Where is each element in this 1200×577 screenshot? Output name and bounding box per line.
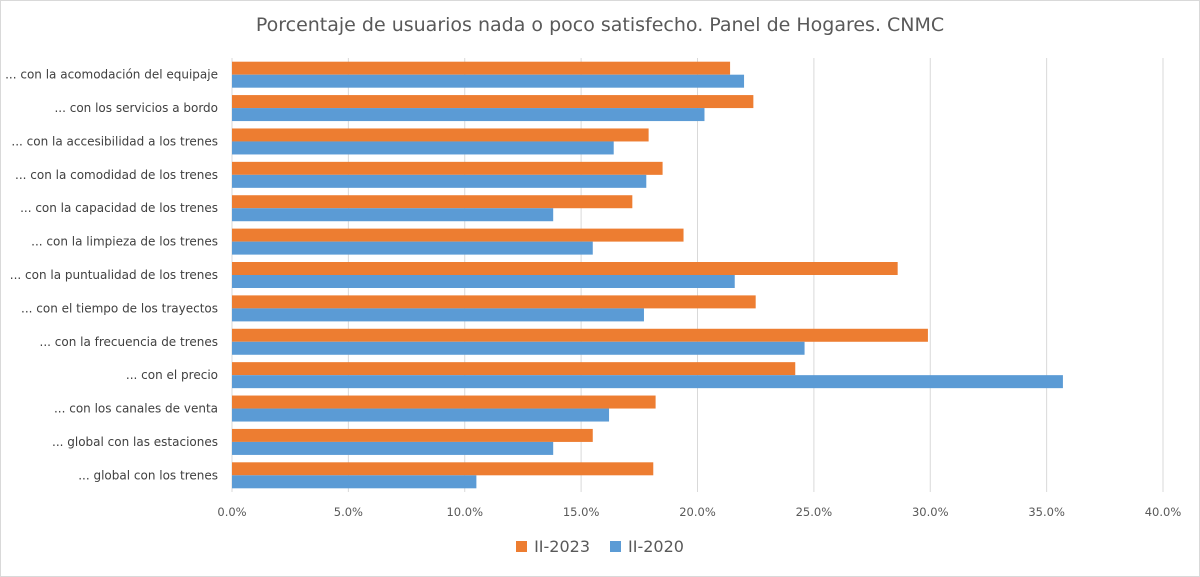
bar-series-2 <box>232 208 554 222</box>
bar-series-2 <box>232 308 644 322</box>
legend: II-2023 II-2020 <box>0 537 1200 556</box>
x-tick-label: 35.0% <box>1028 505 1065 519</box>
category-label: ... con la puntualidad de los trenes <box>10 268 218 282</box>
bar-series-2 <box>232 375 1063 389</box>
bar-series-2 <box>232 408 610 422</box>
bar-series-1 <box>232 195 633 209</box>
x-tick-label: 30.0% <box>912 505 949 519</box>
bar-series-1 <box>232 161 663 175</box>
bar-series-1 <box>232 262 898 275</box>
bar-series-2 <box>232 141 614 155</box>
category-label: ... con la comodidad de los trenes <box>15 168 218 182</box>
category-label: ... con los canales de venta <box>54 402 218 416</box>
legend-label-series-2: II-2020 <box>628 537 684 556</box>
category-label: ... con la frecuencia de trenes <box>40 335 219 349</box>
bar-series-1 <box>232 61 731 75</box>
category-label: ... con el precio <box>126 368 218 382</box>
legend-swatch-series-1 <box>516 541 528 552</box>
category-label: ... con la capacidad de los trenes <box>20 201 218 215</box>
x-tick-label: 15.0% <box>563 505 600 519</box>
legend-label-series-1: II-2023 <box>534 537 590 556</box>
chart-title: Porcentaje de usuarios nada o poco satis… <box>255 14 945 36</box>
x-tick-label: 0.0% <box>217 505 246 519</box>
bar-series-1 <box>232 362 796 376</box>
category-label: ... con el tiempo de los trayectos <box>21 301 218 315</box>
legend-item-series-1: II-2023 <box>516 537 590 556</box>
category-label: ... global con los trenes <box>78 468 218 482</box>
bar-series-2 <box>232 341 805 355</box>
bar-series-1 <box>232 428 593 442</box>
bar-series-1 <box>232 128 649 142</box>
bar-series-2 <box>232 475 477 489</box>
bar-series-1 <box>232 95 754 109</box>
bar-series-2 <box>232 241 593 255</box>
x-tick-label: 5.0% <box>334 505 363 519</box>
bar-series-2 <box>232 74 745 88</box>
category-label: ... con la acomodación del equipaje <box>5 68 218 82</box>
category-label: ... global con las estaciones <box>52 435 218 449</box>
category-label: ... con la accesibilidad a los trenes <box>11 134 218 148</box>
legend-item-series-2: II-2020 <box>610 537 684 556</box>
bar-series-1 <box>232 295 756 309</box>
bar-series-2 <box>232 108 705 122</box>
x-tick-label: 40.0% <box>1145 505 1182 519</box>
bar-series-1 <box>232 228 684 242</box>
x-tick-label: 25.0% <box>796 505 833 519</box>
x-tick-label: 20.0% <box>679 505 716 519</box>
category-label: ... con los servicios a bordo <box>54 101 218 115</box>
bar-series-2 <box>232 441 554 455</box>
bar-series-1 <box>232 395 656 409</box>
x-tick-label: 10.0% <box>446 505 483 519</box>
bar-series-2 <box>232 174 647 188</box>
bar-series-1 <box>232 328 928 342</box>
legend-swatch-series-2 <box>610 541 621 552</box>
bar-series-1 <box>232 462 654 476</box>
bar-series-2 <box>232 275 735 288</box>
category-label: ... con la limpieza de los trenes <box>31 235 218 249</box>
